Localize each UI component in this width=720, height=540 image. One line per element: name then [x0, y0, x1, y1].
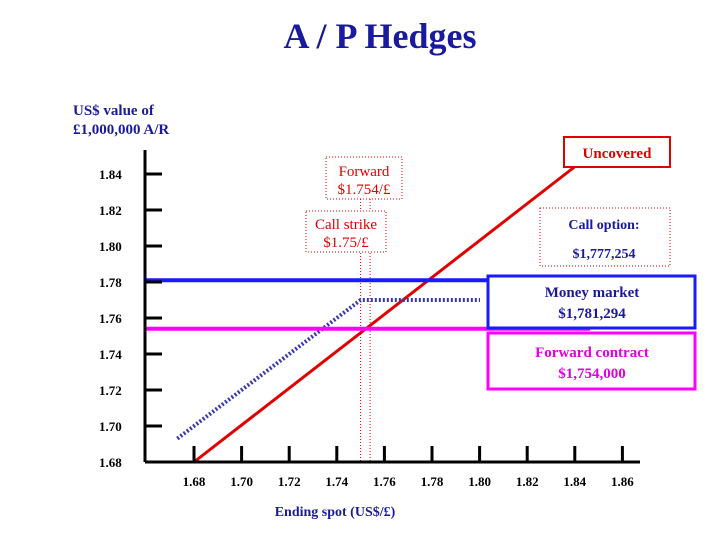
y-tick-label: 1.74 [99, 347, 122, 362]
y-tick-label: 1.82 [99, 203, 122, 218]
uncovered-label: Uncovered [583, 146, 653, 162]
uncovered-box [563, 136, 671, 168]
x-tick-label: 1.86 [611, 474, 634, 489]
x-tick-label: 1.76 [373, 474, 396, 489]
call-option-line [176, 298, 480, 441]
x-tick-label: 1.68 [183, 474, 206, 489]
call-strike-box [305, 210, 387, 253]
x-axis-label: Ending spot (US$/£) [275, 505, 396, 520]
money-market-box [486, 274, 697, 330]
call-option-box [539, 207, 671, 267]
x-tick-label: 1.72 [278, 474, 301, 489]
y-tick-label: 1.80 [99, 239, 122, 254]
forward-contract-label-1: Forward contract [535, 345, 649, 361]
forward-rate-label-1: Forward [339, 164, 390, 180]
y-axis-label-line-2: £1,000,000 A/R [73, 122, 169, 138]
y-tick-label: 1.68 [99, 455, 122, 470]
x-tick-label: 1.82 [516, 474, 539, 489]
forward-contract-box [486, 331, 697, 391]
uncovered-line [193, 163, 578, 464]
money-market-label-2: $1,781,294 [558, 306, 626, 322]
x-tick-label: 1.70 [230, 474, 253, 489]
x-tick-label: 1.74 [325, 474, 348, 489]
call-option-label-1: Call option: [568, 218, 639, 233]
x-tick-label: 1.78 [421, 474, 444, 489]
call-strike-label-2: $1.75/£ [323, 235, 369, 251]
y-tick-label: 1.84 [99, 167, 122, 182]
forward-contract-label-2: $1,754,000 [558, 366, 626, 382]
call-option-label-2: $1,777,254 [573, 247, 636, 262]
forward-rate-label-2: $1.754/£ [338, 182, 391, 198]
chart-title: A / P Hedges [283, 16, 476, 56]
y-tick-label: 1.76 [99, 311, 122, 326]
y-tick-label: 1.78 [99, 275, 122, 290]
y-tick-label: 1.72 [99, 383, 122, 398]
money-market-label-1: Money market [545, 285, 640, 301]
forward-rate-box [325, 156, 403, 200]
x-tick-label: 1.84 [563, 474, 586, 489]
call-strike-label-1: Call strike [315, 217, 377, 233]
y-tick-label: 1.70 [99, 419, 122, 434]
y-axis-label-line-1: US$ value of [73, 103, 155, 119]
x-tick-label: 1.80 [468, 474, 491, 489]
